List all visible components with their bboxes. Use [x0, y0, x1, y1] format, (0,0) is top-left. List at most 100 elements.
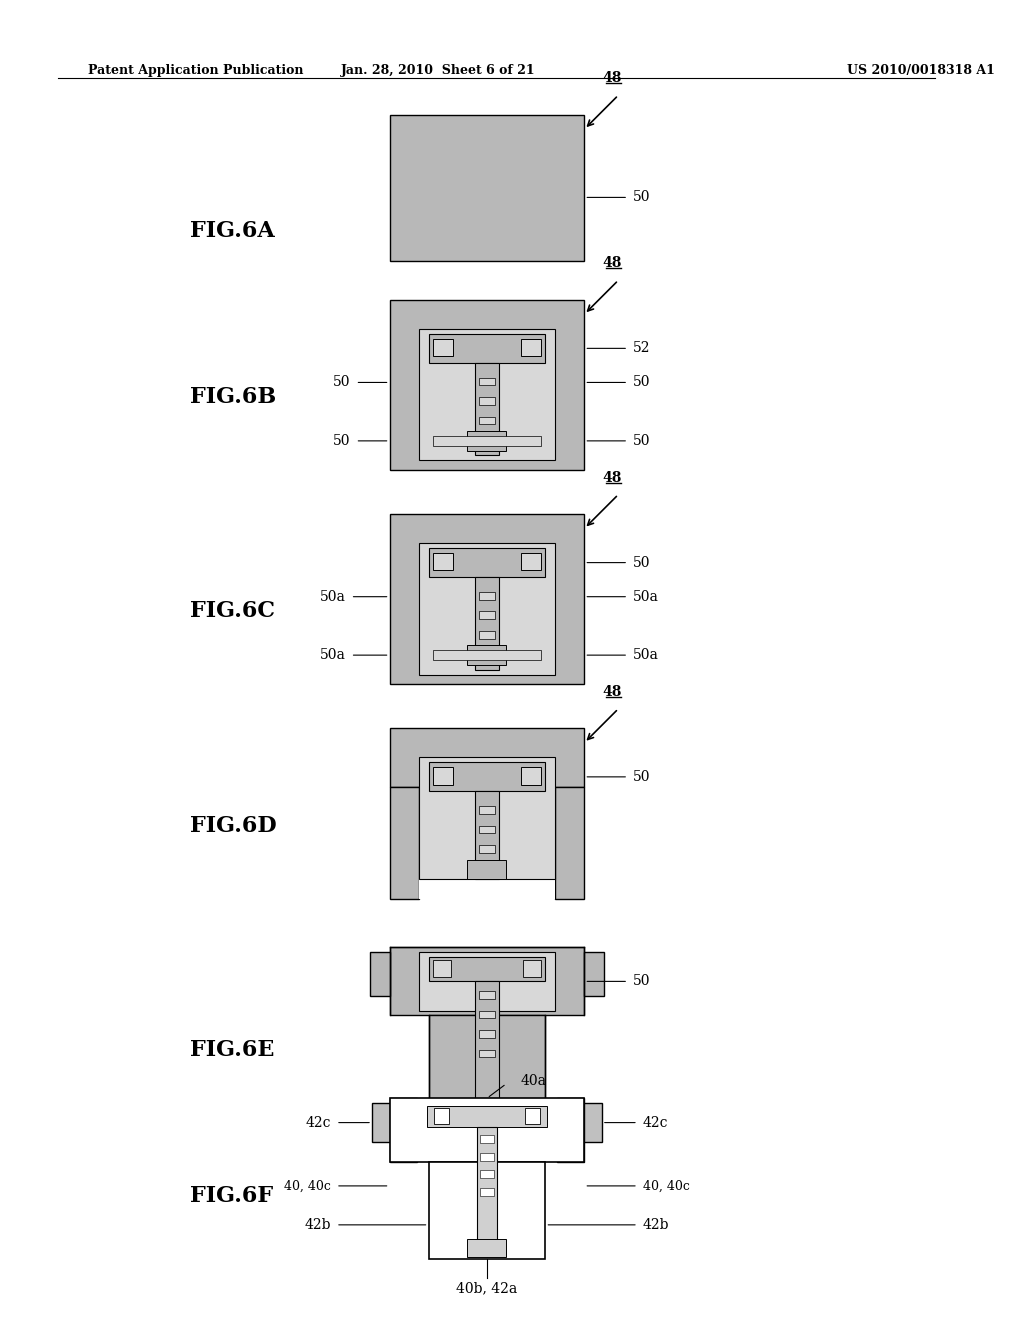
Text: Jan. 28, 2010  Sheet 6 of 21: Jan. 28, 2010 Sheet 6 of 21 [341, 63, 536, 77]
Text: 50: 50 [333, 434, 350, 447]
Bar [417, 1104, 428, 1159]
Bar [521, 957, 536, 1011]
Text: 50: 50 [633, 434, 650, 447]
Bar [433, 339, 453, 356]
Bar [389, 787, 419, 899]
Text: 42c: 42c [305, 1115, 331, 1130]
Text: 48: 48 [602, 71, 622, 86]
Text: 50a: 50a [319, 590, 346, 603]
Bar [555, 787, 585, 899]
Bar [464, 1104, 510, 1122]
Text: FIG.6A: FIG.6A [189, 220, 274, 243]
Bar [428, 957, 546, 981]
Text: 52: 52 [633, 342, 650, 355]
Bar [479, 611, 495, 619]
Bar [419, 758, 555, 879]
Text: 50: 50 [633, 190, 650, 205]
Bar [433, 767, 453, 784]
Bar [479, 631, 495, 639]
Bar [480, 1188, 494, 1196]
Bar [389, 1098, 417, 1162]
Bar [479, 1011, 495, 1019]
Bar [480, 1171, 494, 1179]
Text: 50a: 50a [633, 590, 658, 603]
Bar [389, 300, 585, 470]
Bar [419, 787, 555, 899]
Bar [477, 1127, 497, 1254]
Text: 50: 50 [633, 974, 650, 989]
Bar [479, 845, 495, 853]
Text: FIG.6B: FIG.6B [189, 385, 276, 408]
Bar [480, 1135, 494, 1143]
Text: FIG.6C: FIG.6C [189, 601, 274, 622]
Text: FIG.6E: FIG.6E [189, 1039, 274, 1060]
Bar [389, 948, 585, 1015]
Bar [521, 767, 541, 784]
Bar [438, 957, 453, 1011]
Bar [525, 1107, 540, 1123]
Bar [389, 1098, 585, 1162]
Bar [434, 1107, 449, 1123]
Bar [433, 553, 453, 570]
Bar [433, 960, 451, 978]
Bar [389, 115, 585, 261]
Bar [419, 329, 555, 461]
Bar [480, 1152, 494, 1160]
Bar [523, 960, 541, 978]
Bar [521, 339, 541, 356]
Bar [419, 952, 555, 1011]
Text: 50: 50 [633, 556, 650, 570]
Text: 48: 48 [602, 256, 622, 271]
Bar [585, 1104, 602, 1142]
Text: 40a: 40a [521, 1073, 547, 1088]
Text: 40b, 42a: 40b, 42a [457, 1282, 517, 1295]
Text: 50: 50 [633, 375, 650, 389]
Bar [479, 378, 495, 385]
Text: US 2010/0018318 A1: US 2010/0018318 A1 [847, 63, 995, 77]
Bar [546, 1104, 557, 1159]
Text: 50: 50 [333, 375, 350, 389]
Bar [475, 981, 499, 1122]
Text: 48: 48 [602, 685, 622, 700]
Text: 50a: 50a [319, 648, 346, 663]
Text: FIG.6D: FIG.6D [189, 814, 276, 837]
Bar [521, 553, 541, 570]
Bar [479, 807, 495, 814]
Bar [428, 1162, 546, 1259]
Text: 42b: 42b [304, 1218, 331, 1232]
Text: FIG.6F: FIG.6F [189, 1184, 273, 1206]
Text: 50: 50 [633, 770, 650, 784]
Bar [479, 991, 495, 999]
Bar [419, 1110, 555, 1119]
Bar [475, 363, 499, 455]
Bar [479, 397, 495, 405]
Bar [557, 1098, 585, 1162]
Bar [479, 1030, 495, 1038]
Bar [475, 577, 499, 669]
Bar [428, 334, 546, 363]
Bar [475, 792, 499, 879]
Bar [585, 952, 604, 997]
Bar [468, 432, 507, 450]
Text: 50a: 50a [633, 648, 658, 663]
Bar [468, 859, 507, 879]
Text: 40, 40c: 40, 40c [643, 1179, 689, 1192]
Text: 42b: 42b [643, 1218, 670, 1232]
Text: Patent Application Publication: Patent Application Publication [88, 63, 303, 77]
Bar [370, 952, 389, 997]
Bar [427, 1106, 547, 1127]
Bar [433, 436, 541, 446]
Bar [479, 1049, 495, 1057]
Bar [428, 762, 546, 792]
Bar [468, 645, 507, 665]
Bar [389, 729, 585, 787]
Bar [479, 417, 495, 424]
Bar [428, 1015, 546, 1127]
Bar [468, 1239, 507, 1257]
Bar [428, 548, 546, 577]
Bar [433, 651, 541, 660]
Text: 48: 48 [602, 471, 622, 484]
Bar [389, 513, 585, 684]
Bar [419, 543, 555, 675]
Bar [424, 962, 550, 1011]
